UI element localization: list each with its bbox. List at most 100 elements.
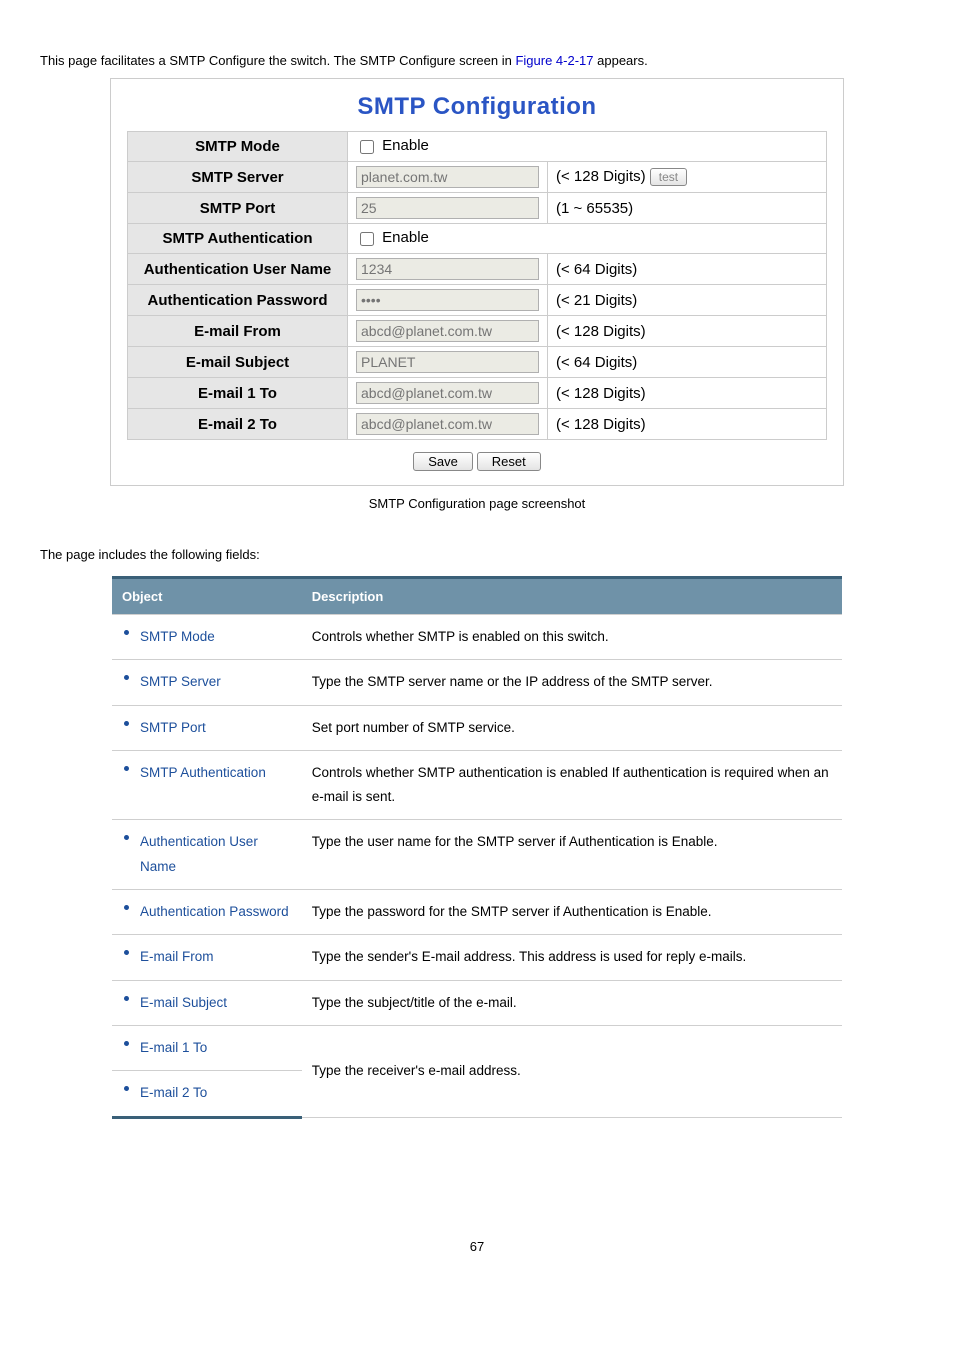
bullet-icon <box>124 766 129 771</box>
label-auth-user: Authentication User Name <box>128 254 348 285</box>
desc-obj-user: Authentication User Name <box>112 820 302 890</box>
desc-obj-server: SMTP Server <box>112 660 302 705</box>
value-smtp-auth: Enable <box>348 224 827 254</box>
desc-obj-server-text: SMTP Server <box>140 674 221 689</box>
row-smtp-server: SMTP Server (< 128 Digits) test <box>128 162 827 193</box>
value-smtp-port <box>348 193 548 224</box>
desc-text-port: Set port number of SMTP service. <box>302 705 842 750</box>
bullet-icon <box>124 950 129 955</box>
desc-obj-user-text: Authentication User Name <box>140 834 258 873</box>
smtp-server-test-button[interactable]: test <box>650 168 687 186</box>
email-2-to-input[interactable] <box>356 413 539 435</box>
auth-user-input[interactable] <box>356 258 539 280</box>
desc-header-object: Object <box>112 578 302 615</box>
hint-auth-user: (< 64 Digits) <box>548 254 827 285</box>
desc-obj-pass: Authentication Password <box>112 890 302 935</box>
screenshot-caption: SMTP Configuration page screenshot <box>40 496 914 511</box>
desc-text-mode: Controls whether SMTP is enabled on this… <box>302 615 842 660</box>
desc-row-user: Authentication User Name Type the user n… <box>112 820 842 890</box>
hint-email-2-to: (< 128 Digits) <box>548 409 827 440</box>
desc-text-server: Type the SMTP server name or the IP addr… <box>302 660 842 705</box>
page-root: This page facilitates a SMTP Configure t… <box>0 0 954 1294</box>
value-smtp-server <box>348 162 548 193</box>
button-row: Save Reset <box>127 452 827 471</box>
desc-obj-pass-text: Authentication Password <box>140 904 289 919</box>
row-auth-pass: Authentication Password (< 21 Digits) <box>128 285 827 316</box>
smtp-config-table: SMTP Mode Enable SMTP Server (< 128 D <box>127 131 827 440</box>
bullet-icon <box>124 721 129 726</box>
label-smtp-port: SMTP Port <box>128 193 348 224</box>
reset-button[interactable]: Reset <box>477 452 541 471</box>
desc-obj-auth-text: SMTP Authentication <box>140 765 266 780</box>
label-auth-pass: Authentication Password <box>128 285 348 316</box>
desc-header-desc: Description <box>302 578 842 615</box>
intro-prefix: This page facilitates a SMTP Configure t… <box>40 53 515 68</box>
value-email-subject <box>348 347 548 378</box>
smtp-auth-enable-text: Enable <box>382 229 429 246</box>
email-from-input[interactable] <box>356 320 539 342</box>
desc-obj-subject-text: E-mail Subject <box>140 995 227 1010</box>
hint-smtp-server: (< 128 Digits) test <box>548 162 827 193</box>
smtp-port-input[interactable] <box>356 197 539 219</box>
hint-smtp-server-text: (< 128 Digits) <box>556 168 646 185</box>
label-smtp-auth: SMTP Authentication <box>128 224 348 254</box>
row-email-1-to: E-mail 1 To (< 128 Digits) <box>128 378 827 409</box>
bullet-icon <box>124 1086 129 1091</box>
save-button[interactable]: Save <box>413 452 473 471</box>
desc-row-subject: E-mail Subject Type the subject/title of… <box>112 980 842 1025</box>
figure-reference: Figure 4-2-17 <box>515 53 593 68</box>
row-smtp-auth: SMTP Authentication Enable <box>128 224 827 254</box>
desc-obj-to1: E-mail 1 To <box>112 1025 302 1070</box>
row-email-from: E-mail From (< 128 Digits) <box>128 316 827 347</box>
label-email-from: E-mail From <box>128 316 348 347</box>
row-email-2-to: E-mail 2 To (< 128 Digits) <box>128 409 827 440</box>
desc-obj-mode-text: SMTP Mode <box>140 629 215 644</box>
hint-email-from: (< 128 Digits) <box>548 316 827 347</box>
smtp-mode-checkbox[interactable] <box>360 140 374 154</box>
label-email-1-to: E-mail 1 To <box>128 378 348 409</box>
value-auth-pass <box>348 285 548 316</box>
row-auth-user: Authentication User Name (< 64 Digits) <box>128 254 827 285</box>
desc-row-to1: E-mail 1 To Type the receiver's e-mail a… <box>112 1025 842 1070</box>
label-email-2-to: E-mail 2 To <box>128 409 348 440</box>
desc-obj-to2: E-mail 2 To <box>112 1071 302 1117</box>
desc-obj-port: SMTP Port <box>112 705 302 750</box>
bullet-icon <box>124 835 129 840</box>
value-email-1-to <box>348 378 548 409</box>
bullet-icon <box>124 996 129 1001</box>
desc-text-user: Type the user name for the SMTP server i… <box>302 820 842 890</box>
desc-obj-to2-text: E-mail 2 To <box>140 1085 207 1100</box>
desc-obj-from-text: E-mail From <box>140 949 214 964</box>
hint-email-1-to: (< 128 Digits) <box>548 378 827 409</box>
desc-row-auth: SMTP Authentication Controls whether SMT… <box>112 750 842 820</box>
auth-pass-input[interactable] <box>356 289 539 311</box>
intro-paragraph: This page facilitates a SMTP Configure t… <box>40 53 914 68</box>
desc-obj-mode: SMTP Mode <box>112 615 302 660</box>
row-smtp-mode: SMTP Mode Enable <box>128 132 827 162</box>
desc-text-subject: Type the subject/title of the e-mail. <box>302 980 842 1025</box>
hint-email-subject: (< 64 Digits) <box>548 347 827 378</box>
page-number: 67 <box>40 1239 914 1254</box>
smtp-auth-checkbox[interactable] <box>360 232 374 246</box>
desc-row-from: E-mail From Type the sender's E-mail add… <box>112 935 842 980</box>
label-smtp-server: SMTP Server <box>128 162 348 193</box>
label-smtp-mode: SMTP Mode <box>128 132 348 162</box>
value-email-2-to <box>348 409 548 440</box>
smtp-mode-enable-text: Enable <box>382 137 429 154</box>
desc-header-row: Object Description <box>112 578 842 615</box>
desc-text-auth: Controls whether SMTP authentication is … <box>302 750 842 820</box>
bullet-icon <box>124 630 129 635</box>
email-subject-input[interactable] <box>356 351 539 373</box>
desc-row-server: SMTP Server Type the SMTP server name or… <box>112 660 842 705</box>
value-email-from <box>348 316 548 347</box>
smtp-auth-enable-label[interactable]: Enable <box>356 229 429 246</box>
smtp-config-panel: SMTP Configuration SMTP Mode Enable SMTP… <box>110 78 844 486</box>
email-1-to-input[interactable] <box>356 382 539 404</box>
bullet-icon <box>124 675 129 680</box>
hint-auth-pass: (< 21 Digits) <box>548 285 827 316</box>
row-email-subject: E-mail Subject (< 64 Digits) <box>128 347 827 378</box>
desc-row-port: SMTP Port Set port number of SMTP servic… <box>112 705 842 750</box>
smtp-server-input[interactable] <box>356 166 539 188</box>
smtp-mode-enable-label[interactable]: Enable <box>356 137 429 154</box>
bullet-icon <box>124 1041 129 1046</box>
